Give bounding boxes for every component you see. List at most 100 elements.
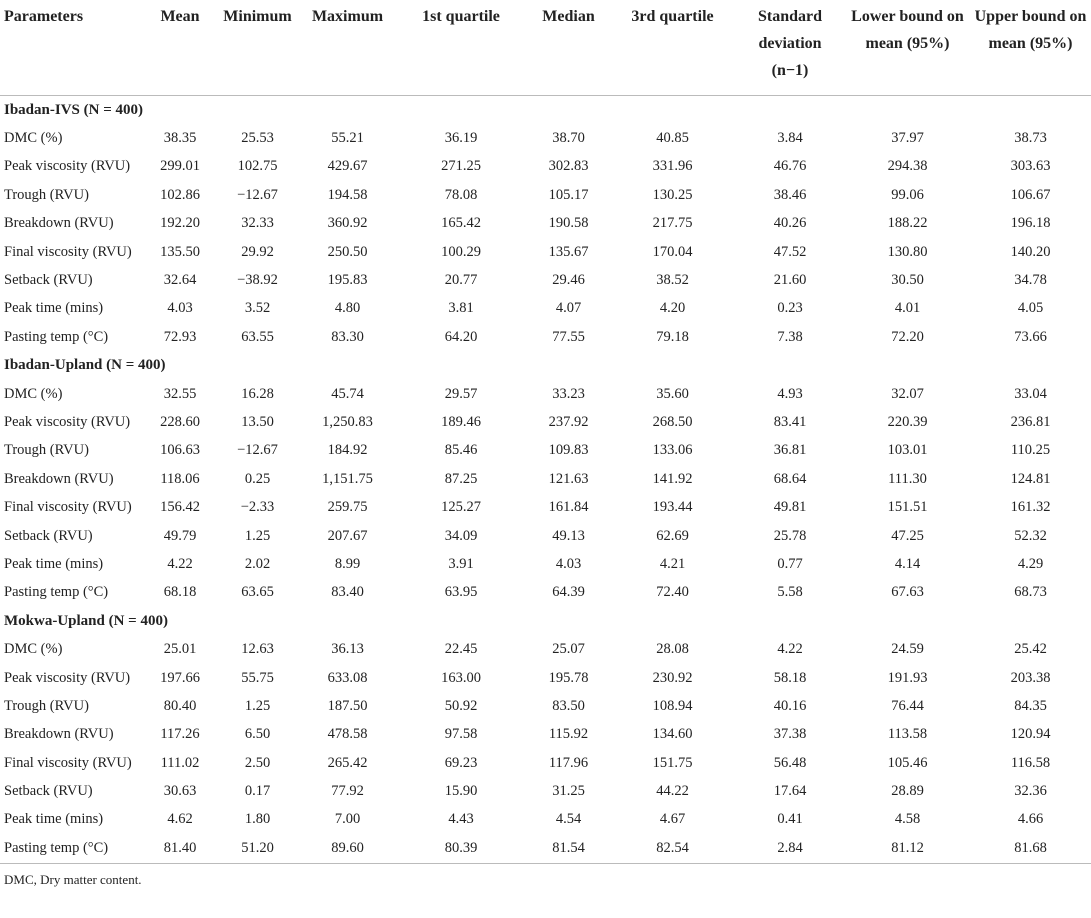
cell: 63.65 [241, 584, 274, 601]
cell: 38.35 [163, 130, 197, 147]
cell: 302.83 [548, 158, 589, 175]
cell: 429.67 [327, 158, 368, 175]
cell: 34.09 [444, 527, 478, 544]
data-row: Breakdown (RVU) 118.06 0.25 1,151.75 87.25 12… [0, 465, 1091, 493]
cell: 82.54 [610, 834, 735, 864]
cell: 191.93 [887, 669, 928, 686]
cell: 228.60 [160, 413, 200, 430]
cell: 109.83 [548, 442, 589, 459]
cell: 4.67 [659, 811, 686, 828]
footnote: DMC, Dry matter content. [4, 871, 142, 887]
cell: 195.78 [548, 669, 589, 686]
row-label: DMC (%) [4, 130, 63, 147]
data-row: DMC (%) 38.35 25.53 55.21 36.19 38.70 40.85 3.8… [0, 124, 1091, 152]
cell: 40.16 [773, 697, 807, 714]
cell: 77.55 [552, 328, 585, 345]
cell: 56.48 [773, 754, 807, 771]
cell: 4.54 [555, 811, 582, 828]
cell: 115.92 [548, 726, 589, 743]
cell: 89.60 [300, 834, 395, 864]
cell: 81.12 [845, 834, 970, 864]
cell: 118.06 [160, 470, 200, 487]
cell: 190.58 [548, 215, 589, 232]
cell: 17.64 [773, 783, 807, 800]
cell: 117.26 [160, 726, 200, 743]
cell: 250.50 [327, 243, 368, 260]
cell: 4.21 [659, 555, 686, 572]
cell: 1.25 [244, 527, 271, 544]
column-header: Mean [145, 0, 215, 96]
data-row: Breakdown (RVU) 192.20 32.33 360.92 165.42 19… [0, 210, 1091, 238]
cell: 230.92 [652, 669, 693, 686]
cell: 8.99 [334, 555, 361, 572]
data-row: Breakdown (RVU) 117.26 6.50 478.58 97.58 115.… [0, 721, 1091, 749]
cell: 87.25 [444, 470, 478, 487]
cell: 68.64 [773, 470, 807, 487]
cell: 36.19 [444, 130, 478, 147]
cell: 236.81 [1010, 413, 1051, 430]
cell: 25.07 [552, 641, 585, 658]
data-row: DMC (%) 25.01 12.63 36.13 22.45 25.07 28.08 4.2… [0, 635, 1091, 663]
data-row: Peak time (mins) 4.03 3.52 4.80 3.81 4.07 4.20… [0, 295, 1091, 323]
cell: 4.05 [1017, 300, 1044, 317]
cell: 31.25 [552, 783, 585, 800]
cell: 32.36 [1014, 783, 1047, 800]
row-label: Pasting temp (°C) [0, 834, 145, 864]
cell: 32.33 [241, 215, 274, 232]
data-row: Peak viscosity (RVU) 228.60 13.50 1,250.83 1… [0, 408, 1091, 436]
data-row: Pasting temp (°C) 68.18 63.65 83.40 63.95 64.… [0, 579, 1091, 607]
cell: 32.55 [163, 385, 197, 402]
cell: 3.84 [777, 130, 803, 147]
cell: 16.28 [241, 385, 274, 402]
cell: 7.00 [334, 811, 361, 828]
cell: 76.44 [891, 697, 924, 714]
cell: 83.50 [552, 697, 585, 714]
cell: 4.22 [167, 555, 193, 572]
cell: 4.03 [555, 555, 582, 572]
cell: 51.20 [215, 834, 300, 864]
cell: 28.08 [656, 641, 689, 658]
cell: 38.46 [773, 186, 807, 203]
cell: 25.42 [1014, 641, 1047, 658]
data-row: Setback (RVU) 30.63 0.17 77.92 15.90 31.25 44.… [0, 777, 1091, 805]
cell: 73.66 [1014, 328, 1047, 345]
column-header: Standard deviation (n−1) [735, 0, 845, 96]
data-row: Pasting temp (°C) 72.93 63.55 83.30 64.20 77.… [0, 323, 1091, 351]
cell: 196.18 [1010, 215, 1051, 232]
cell: 38.52 [656, 272, 689, 289]
row-label: Trough (RVU) [4, 186, 89, 203]
cell: 29.46 [552, 272, 585, 289]
cell: 2.50 [244, 754, 271, 771]
cell: 4.43 [448, 811, 474, 828]
column-header: 1st quartile [395, 0, 527, 96]
cell: 20.77 [444, 272, 478, 289]
cell: 124.81 [1010, 470, 1051, 487]
cell: 0.25 [244, 470, 271, 487]
cell: 121.63 [548, 470, 589, 487]
cell: 4.07 [555, 300, 582, 317]
cell: 0.17 [244, 783, 271, 800]
data-row: Peak viscosity (RVU) 299.01 102.75 429.67 27… [0, 153, 1091, 181]
cell: −12.67 [237, 442, 278, 459]
cell: 478.58 [327, 726, 368, 743]
row-label: Breakdown (RVU) [4, 215, 114, 232]
cell: 78.08 [444, 186, 478, 203]
cell: 64.20 [444, 328, 478, 345]
cell: 22.45 [444, 641, 478, 658]
cell: 151.51 [887, 499, 928, 516]
cell: 217.75 [652, 215, 693, 232]
cell: 37.97 [891, 130, 924, 147]
cell: 80.40 [163, 697, 197, 714]
cell: 29.92 [241, 243, 274, 260]
section-row: Mokwa-Upland (N = 400) [0, 607, 1091, 635]
cell: 44.22 [656, 783, 689, 800]
row-label: Breakdown (RVU) [4, 726, 114, 743]
cell: 6.50 [244, 726, 271, 743]
cell: 203.38 [1010, 669, 1051, 686]
cell: 194.58 [327, 186, 368, 203]
cell: −2.33 [240, 499, 275, 516]
cell: 47.25 [891, 527, 924, 544]
cell: 197.66 [160, 669, 200, 686]
cell: 21.60 [773, 272, 807, 289]
